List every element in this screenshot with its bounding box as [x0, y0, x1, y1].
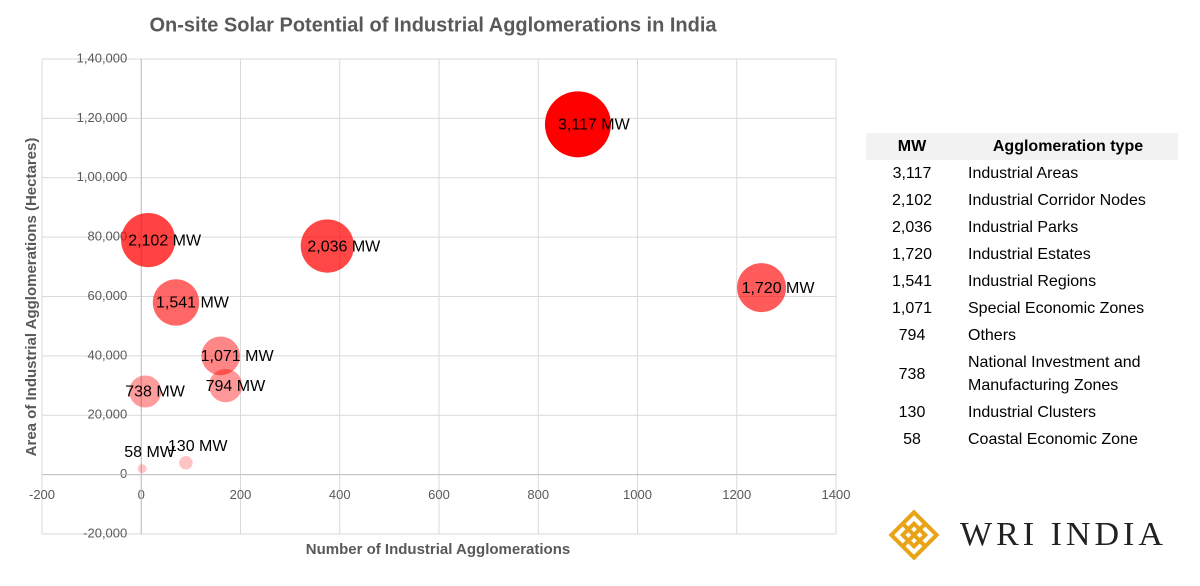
bubble: [121, 212, 176, 268]
y-tick-label: 60,000: [87, 288, 127, 303]
table-cell: Others: [968, 327, 1017, 344]
table-cell: Industrial Areas: [968, 165, 1079, 182]
data-label: 738 MW: [125, 384, 185, 401]
y-tick-label: 0: [120, 466, 127, 481]
x-tick-label: 200: [230, 487, 252, 502]
table-cell: Industrial Estates: [968, 246, 1091, 263]
x-tick-label: 600: [428, 487, 450, 502]
bubble: [544, 91, 611, 158]
y-tick-label: 80,000: [87, 229, 127, 244]
table-row: 58 Coastal Economic Zone: [866, 426, 1178, 453]
data-label: 1,720 MW: [742, 280, 816, 297]
table-cell: 58: [903, 431, 921, 448]
chart-title: On-site Solar Potential of Industrial Ag…: [149, 14, 717, 36]
data-label: 58 MW: [124, 444, 176, 461]
table-row: 130 Industrial Clusters: [866, 399, 1178, 426]
logo-text: WRI INDIA: [960, 516, 1167, 553]
table-header-cell: Agglomeration type: [958, 133, 1178, 160]
bubble: [179, 456, 193, 470]
y-tick-label: -20,000: [83, 525, 127, 540]
bubble: [300, 219, 355, 273]
table-cell: 2,036: [891, 219, 933, 236]
table-cell: Special Economic Zones: [968, 300, 1145, 317]
logo-icon: [888, 509, 940, 561]
x-tick-label: 1400: [822, 487, 851, 502]
y-tick-label: 1,00,000: [77, 169, 128, 184]
data-label: 794 MW: [206, 378, 266, 395]
data-label: 1,541 MW: [156, 295, 230, 312]
table-cell: 3,117: [892, 165, 932, 182]
x-tick-label: -200: [29, 487, 55, 502]
table-row: 2,102 Industrial Corridor Nodes: [866, 187, 1178, 214]
x-tick-label: 400: [329, 487, 351, 502]
table-row: 2,036 Industrial Parks: [866, 214, 1178, 241]
table-cell: 1,720: [891, 246, 933, 263]
table-cell: 2,102: [891, 192, 933, 209]
table-row: 1,720 Industrial Estates: [866, 241, 1178, 268]
table-header-cell: MW: [866, 133, 958, 160]
x-axis-title: Number of Industrial Agglomerations: [306, 541, 570, 558]
table-row: 738 National Investment and Manufacturing…: [866, 349, 1178, 399]
bubble: [152, 279, 200, 326]
legend-table: MW Agglomeration type 3,117 Industrial Area…: [866, 133, 1178, 453]
y-axis-title: Area of Industrial Agglomerations (Hecta…: [23, 138, 40, 457]
data-label: 130 MW: [168, 438, 228, 455]
x-tick-label: 1000: [623, 487, 652, 502]
data-label: 2,102 MW: [128, 232, 202, 249]
data-label: 3,117 MW: [558, 117, 631, 134]
x-tick-label: 800: [527, 487, 549, 502]
data-label: 1,071 MW: [201, 348, 275, 365]
table-row: 1,541 Industrial Regions: [866, 268, 1178, 295]
table-cell: National Investment and Manufacturing Zo…: [968, 354, 1141, 394]
bubble: [137, 464, 147, 474]
data-label: 2,036 MW: [307, 238, 381, 255]
table-cell: 794: [898, 327, 926, 344]
table-row: 1,071 Special Economic Zones: [866, 295, 1178, 322]
table-cell: 1,071: [891, 300, 933, 317]
x-tick-label: 1200: [722, 487, 751, 502]
bubble: [129, 375, 162, 408]
bubble: [208, 368, 243, 403]
table-cell: Industrial Clusters: [968, 404, 1097, 421]
table-cell: Industrial Parks: [968, 219, 1079, 236]
table-cell: 130: [898, 404, 926, 421]
table-cell: 738: [898, 365, 926, 383]
y-tick-label: 1,40,000: [77, 50, 128, 65]
table-row: 3,117 Industrial Areas: [866, 160, 1178, 187]
table-cell: Industrial Regions: [968, 273, 1097, 290]
table-cell: Coastal Economic Zone: [968, 431, 1138, 448]
table-header-row: MW Agglomeration type: [866, 133, 1178, 160]
bubble: [201, 336, 240, 376]
y-tick-label: 1,20,000: [77, 110, 128, 125]
table-row: 794 Others: [866, 322, 1178, 349]
table-cell: 1,541: [891, 273, 933, 290]
table-cell: Industrial Corridor Nodes: [968, 192, 1146, 209]
bubble: [737, 263, 787, 313]
y-tick-label: 20,000: [87, 407, 127, 422]
y-tick-label: 40,000: [87, 347, 127, 362]
